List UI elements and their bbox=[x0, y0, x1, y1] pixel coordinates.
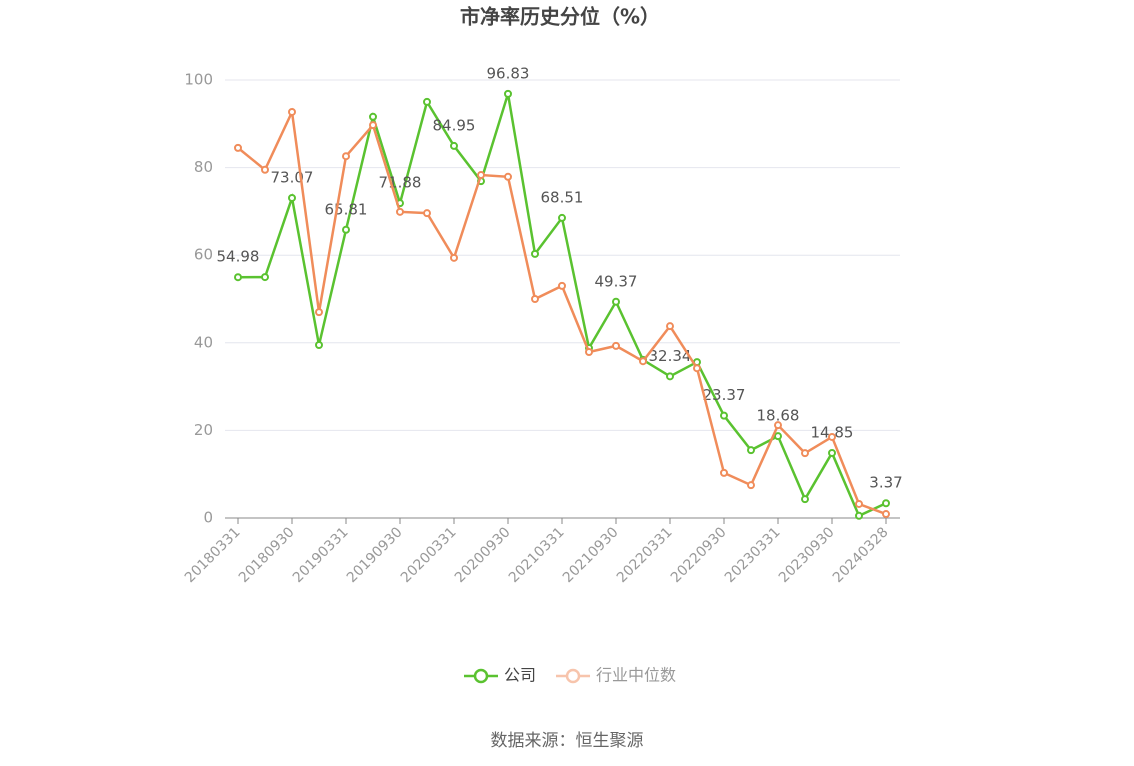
source: 数据来源：恒生聚源 bbox=[491, 731, 644, 751]
point bbox=[855, 499, 863, 508]
series-line bbox=[237, 107, 887, 516]
point bbox=[531, 249, 539, 258]
point bbox=[342, 152, 350, 161]
point bbox=[531, 295, 539, 303]
data-label: 18.68 bbox=[757, 407, 800, 425]
x-tick-label: 20190930 bbox=[344, 524, 406, 586]
data-label: 3.37 bbox=[869, 474, 902, 492]
point bbox=[666, 322, 674, 331]
x-tick-label: 20210930 bbox=[560, 524, 622, 586]
x-tick-label: 20240328 bbox=[830, 524, 892, 586]
y-tick-label: 60 bbox=[194, 246, 213, 264]
point bbox=[450, 253, 458, 262]
point bbox=[585, 347, 593, 356]
x-tick-label: 20220331 bbox=[614, 524, 676, 586]
series-line bbox=[237, 93, 887, 518]
point bbox=[612, 341, 620, 350]
point bbox=[855, 511, 863, 520]
legend-label: 行业中位数 bbox=[596, 666, 676, 685]
x-tick-label: 20180930 bbox=[236, 524, 298, 586]
data-label: 68.51 bbox=[541, 188, 584, 206]
point bbox=[396, 207, 404, 216]
point bbox=[315, 340, 323, 349]
point bbox=[882, 499, 890, 508]
point bbox=[369, 112, 377, 121]
data-label: 71.88 bbox=[379, 174, 422, 192]
point bbox=[666, 372, 674, 381]
point bbox=[504, 172, 512, 181]
point bbox=[234, 273, 242, 282]
y-tick-label: 40 bbox=[194, 333, 213, 351]
y-tick-label: 0 bbox=[203, 509, 213, 527]
point bbox=[369, 121, 377, 130]
point bbox=[234, 143, 242, 152]
point bbox=[639, 357, 647, 366]
y-tick-label: 100 bbox=[184, 71, 213, 89]
point bbox=[288, 193, 296, 202]
point bbox=[315, 308, 323, 317]
data-label: 73.07 bbox=[271, 168, 314, 186]
y-tick-label: 20 bbox=[194, 421, 213, 439]
point bbox=[342, 225, 350, 234]
point bbox=[774, 421, 782, 430]
point bbox=[423, 97, 431, 106]
point bbox=[423, 209, 431, 218]
data-label: 23.37 bbox=[703, 386, 746, 404]
point bbox=[288, 107, 296, 116]
data-label: 54.98 bbox=[217, 248, 260, 266]
x-tick-label: 20180331 bbox=[182, 524, 244, 586]
point bbox=[828, 448, 836, 457]
x-tick-label: 20230331 bbox=[722, 524, 784, 586]
data-label: 65.81 bbox=[325, 200, 368, 218]
point bbox=[774, 432, 782, 441]
data-label: 14.85 bbox=[811, 423, 854, 441]
point bbox=[261, 165, 269, 174]
x-tick-label: 20200930 bbox=[452, 524, 514, 586]
point bbox=[558, 213, 566, 222]
point bbox=[261, 273, 269, 282]
point bbox=[450, 141, 458, 150]
point bbox=[828, 432, 836, 441]
x-tick-label: 20210331 bbox=[506, 524, 568, 586]
point bbox=[720, 468, 728, 477]
point bbox=[882, 510, 890, 519]
point bbox=[693, 364, 701, 373]
point bbox=[720, 411, 728, 420]
legend-marker bbox=[473, 668, 489, 684]
point bbox=[612, 297, 620, 306]
point bbox=[747, 446, 755, 455]
legend-label: 公司 bbox=[504, 666, 536, 685]
data-label: 32.34 bbox=[649, 347, 692, 365]
x-tick-label: 20220930 bbox=[668, 524, 730, 586]
point bbox=[477, 171, 485, 180]
data-label: 49.37 bbox=[595, 272, 638, 290]
legend-marker bbox=[565, 668, 581, 684]
point bbox=[747, 481, 755, 490]
point bbox=[801, 449, 809, 458]
data-label: 96.83 bbox=[487, 64, 530, 82]
point bbox=[504, 89, 512, 98]
chart-title: 市净率历史分位（%） bbox=[460, 5, 660, 29]
x-tick-label: 20200331 bbox=[398, 524, 460, 586]
y-tick-label: 80 bbox=[194, 158, 213, 176]
point bbox=[558, 281, 566, 290]
data-label: 84.95 bbox=[433, 116, 476, 134]
x-tick-label: 20190331 bbox=[290, 524, 352, 586]
x-tick-label: 20230930 bbox=[776, 524, 838, 586]
point bbox=[801, 495, 809, 504]
